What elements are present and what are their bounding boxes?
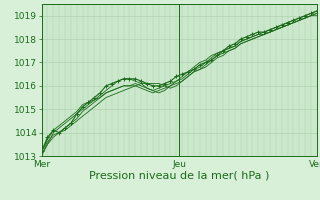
X-axis label: Pression niveau de la mer( hPa ): Pression niveau de la mer( hPa ) [89, 171, 269, 181]
